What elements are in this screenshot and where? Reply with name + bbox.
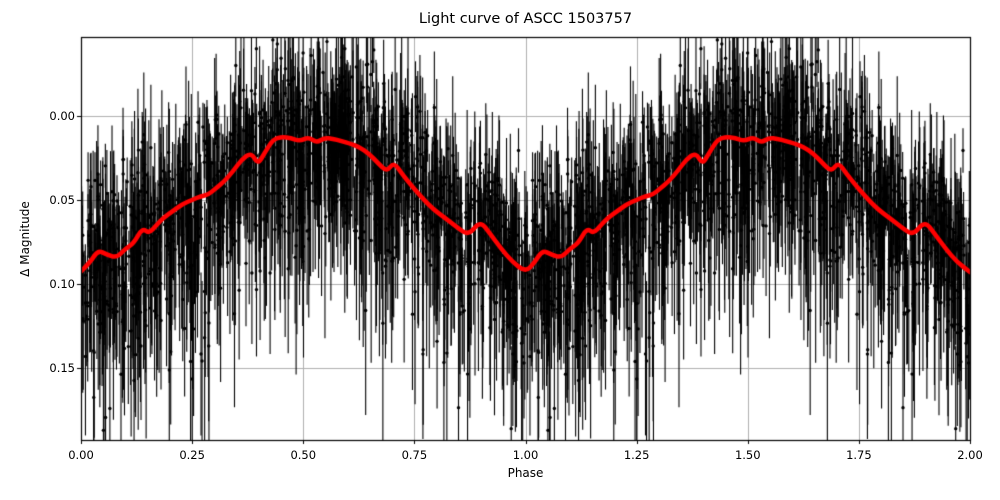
x-tick-label: 2.00 <box>957 448 983 462</box>
x-tick-label: 0.50 <box>290 448 317 462</box>
x-tick-label: 1.00 <box>512 448 539 462</box>
x-tick-label: 0.00 <box>68 448 94 462</box>
y-tick-label: 0.00 <box>49 108 75 123</box>
y-tick-label: 0.15 <box>49 360 75 375</box>
y-tick-label: 0.10 <box>49 276 75 291</box>
x-axis-label: Phase <box>507 466 544 480</box>
y-tick-label: 0.05 <box>49 192 75 207</box>
x-tick-label: 1.75 <box>846 448 872 462</box>
y-axis-label: Δ Magnitude <box>18 201 32 277</box>
x-tick-label: 0.75 <box>401 448 428 462</box>
chart-title: Light curve of ASCC 1503757 <box>418 11 633 27</box>
x-tick-label: 0.25 <box>179 448 205 462</box>
x-tick-label: 1.25 <box>623 448 650 462</box>
x-tick-label: 1.50 <box>734 448 761 462</box>
